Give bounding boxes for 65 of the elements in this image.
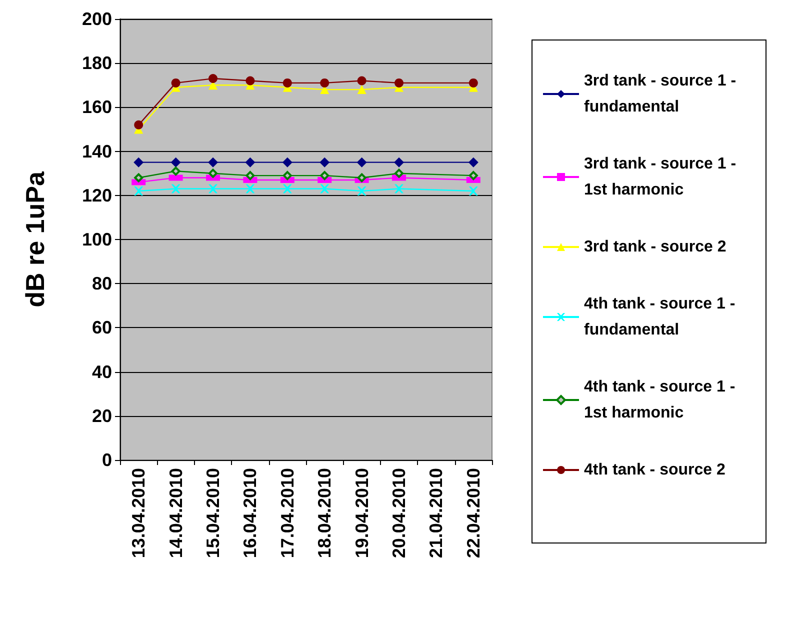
point [171, 78, 180, 88]
y-tick-label: 140 [82, 141, 112, 162]
point [246, 171, 255, 180]
point [394, 157, 404, 168]
point [394, 184, 404, 194]
x-tick-label: 20.04.2010 [389, 468, 409, 558]
point [170, 157, 181, 168]
point [468, 186, 478, 196]
y-tick-label: 200 [82, 9, 112, 29]
legend-label: 4th tank - source 1 - 1st harmonic [584, 378, 740, 422]
point [134, 186, 144, 196]
point [282, 171, 292, 180]
point [208, 74, 218, 84]
point [171, 184, 180, 194]
point [246, 76, 255, 86]
point [134, 120, 144, 130]
y-axis-title: dB re 1uPa [20, 171, 50, 308]
y-tick-label: 0 [102, 450, 112, 470]
y-tick-label: 80 [92, 274, 112, 294]
point [282, 184, 292, 194]
y-tick-label: 120 [82, 185, 112, 206]
point [134, 173, 144, 182]
point [356, 157, 367, 168]
point [394, 78, 404, 88]
y-tick-label: 20 [92, 406, 112, 426]
x-tick-label: 17.04.2010 [277, 468, 298, 558]
legend-label: 3rd tank - source 2 [584, 238, 726, 256]
y-tick-label: 180 [82, 53, 112, 74]
point [357, 76, 366, 86]
legend-label: 4th tank - source 2 [584, 462, 726, 478]
point [282, 78, 292, 88]
point [394, 168, 404, 178]
point [320, 171, 330, 180]
y-tick-label: 60 [92, 318, 112, 338]
x-tick-label: 18.04.2010 [314, 468, 335, 558]
legend-label: 3rd tank - source 1 - 1st harmonic [584, 156, 740, 198]
point [208, 157, 218, 168]
y-tick-label: 40 [92, 362, 112, 382]
point [357, 186, 366, 196]
point [282, 157, 292, 168]
point [246, 184, 255, 194]
y-tick-label: 100 [82, 230, 112, 250]
point [134, 157, 144, 168]
x-tick-label: 22.04.2010 [463, 468, 484, 558]
x-tick-label: 13.04.2010 [128, 468, 149, 558]
point [208, 184, 218, 194]
point [357, 173, 366, 182]
legend-label: 3rd tank - source 1 - fundamental [584, 72, 740, 116]
point [357, 85, 366, 94]
point [468, 78, 478, 88]
point [245, 157, 256, 168]
point [468, 171, 478, 180]
point [320, 78, 330, 88]
x-tick-label: 19.04.2010 [352, 468, 372, 558]
x-tick-label: 21.04.2010 [426, 468, 446, 558]
point [320, 184, 330, 194]
point [208, 168, 218, 178]
legend-label: 4th tank - source 1 - fundamental [584, 296, 740, 338]
x-tick-label: 16.04.2010 [240, 468, 260, 558]
x-tick-label: 14.04.2010 [166, 468, 186, 558]
point [468, 157, 478, 168]
point [320, 157, 330, 168]
point [171, 166, 180, 176]
y-tick-label: 160 [82, 97, 112, 118]
x-tick-label: 15.04.2010 [203, 468, 223, 558]
